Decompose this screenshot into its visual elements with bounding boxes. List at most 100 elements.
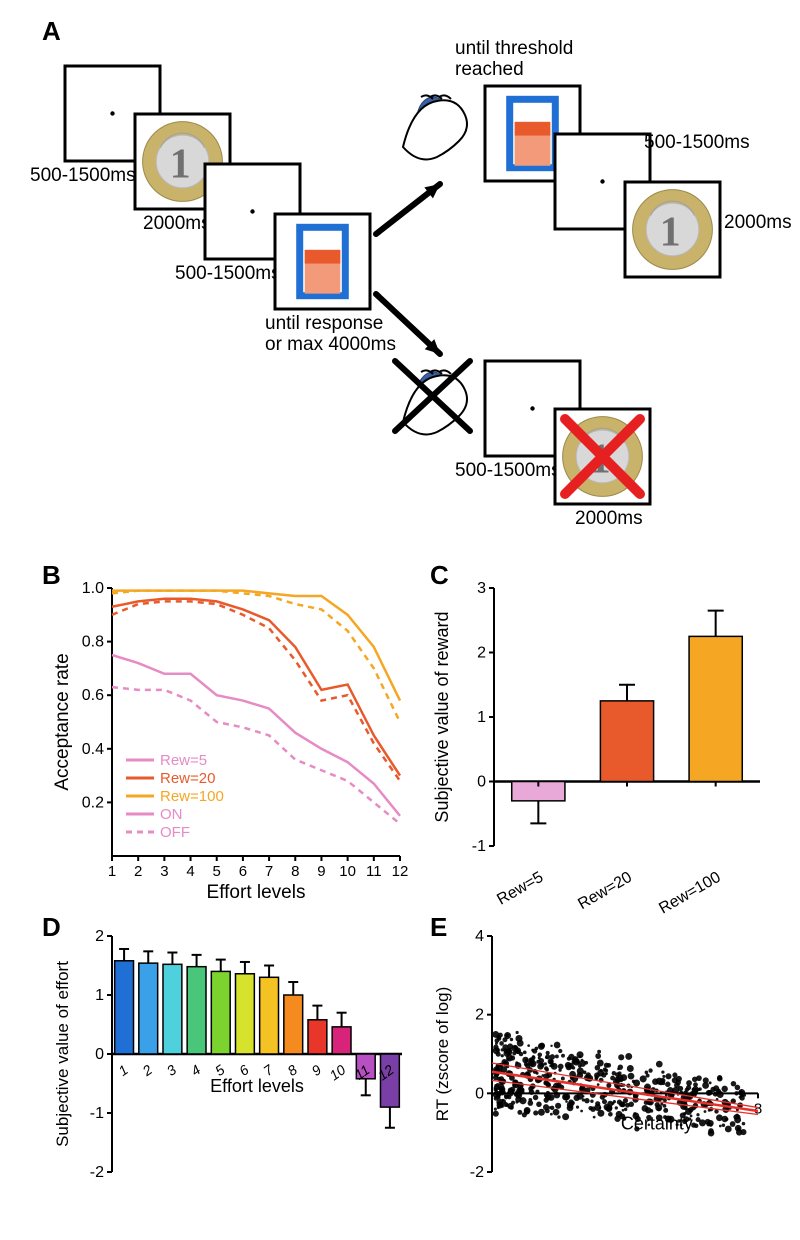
scatter-point <box>604 1068 608 1072</box>
hand-icon <box>403 100 467 159</box>
scatter-point <box>494 1088 498 1092</box>
bar <box>235 974 254 1054</box>
scatter-point <box>562 1113 569 1120</box>
scatter-point <box>661 1070 664 1073</box>
series-rew5_on <box>112 655 400 816</box>
scatter-point <box>501 1054 504 1057</box>
timing-fixation3-top: 500-1500ms <box>644 132 750 153</box>
scatter-point <box>554 1042 561 1049</box>
xtick-label: 3 <box>164 1061 180 1079</box>
scatter-point <box>652 1078 658 1084</box>
scatter-point <box>657 1107 661 1111</box>
scatter-point <box>533 1110 538 1115</box>
scatter-point <box>645 1071 649 1075</box>
scatter-point <box>553 1109 560 1116</box>
scatter-point <box>538 1056 541 1059</box>
scatter-point <box>516 1087 521 1092</box>
scatter-point <box>535 1090 539 1094</box>
scatter-point <box>625 1053 632 1060</box>
timing-decision: until responseor max 4000ms <box>265 313 396 355</box>
scatter-point <box>595 1053 601 1059</box>
timing-fixation3-bot: 500-1500ms <box>455 460 561 481</box>
scatter-point <box>525 1059 529 1063</box>
scatter-point <box>624 1108 627 1111</box>
scatter-point <box>546 1051 550 1055</box>
scatter-point <box>617 1100 622 1105</box>
scatter-point <box>699 1119 706 1126</box>
scatter-point <box>634 1126 639 1131</box>
scatter-point <box>496 1091 502 1097</box>
scatter-point <box>690 1091 695 1096</box>
scatter-point <box>692 1077 697 1082</box>
bar <box>284 995 303 1054</box>
scatter-point <box>705 1119 711 1125</box>
svg-text:-2: -2 <box>90 1164 104 1181</box>
scatter-point <box>646 1115 652 1121</box>
scatter-point <box>501 1105 504 1108</box>
scatter-point <box>593 1116 596 1119</box>
scatter-point <box>602 1099 607 1104</box>
y-label: Subjective value of reward <box>432 611 452 822</box>
scatter-point <box>519 1052 524 1057</box>
scatter-point <box>683 1112 686 1115</box>
svg-text:0: 0 <box>95 1046 104 1063</box>
scatter-point <box>680 1124 683 1127</box>
svg-text:0.4: 0.4 <box>82 741 104 758</box>
scatter-point <box>536 1060 540 1064</box>
legend-label: Rew=100 <box>160 788 224 805</box>
scatter-point <box>550 1045 552 1047</box>
panel-b: 0.20.40.60.81.0123456789101112Effort lev… <box>50 570 410 910</box>
svg-text:-2: -2 <box>470 1164 484 1181</box>
fixation-dot <box>530 406 534 410</box>
scatter-point <box>730 1121 736 1127</box>
scatter-point <box>515 1100 518 1103</box>
scatter-point <box>531 1056 535 1060</box>
scatter-point <box>665 1073 671 1079</box>
y-label: Subjective value of effort <box>53 961 72 1147</box>
svg-text:4: 4 <box>186 863 194 880</box>
scatter-point <box>606 1083 611 1088</box>
scatter-point <box>595 1075 599 1079</box>
fixation-dot <box>110 111 114 115</box>
scatter-point <box>499 1041 504 1046</box>
scatter-point <box>507 1058 510 1061</box>
xtick-label: 2 <box>139 1061 156 1079</box>
gauge-fill2 <box>515 122 551 136</box>
scatter-point <box>677 1119 681 1123</box>
svg-text:8: 8 <box>754 1100 762 1117</box>
scatter-point <box>597 1050 601 1054</box>
scatter-point <box>696 1113 699 1116</box>
scatter-point <box>663 1098 667 1102</box>
xtick-label: Rew=20 <box>575 869 635 913</box>
scatter-point <box>584 1098 589 1103</box>
scatter-point <box>557 1115 560 1118</box>
svg-text:3: 3 <box>477 580 486 597</box>
y-label: RT (zscore of log) <box>433 987 452 1121</box>
svg-text:0.6: 0.6 <box>82 687 104 704</box>
scatter-point <box>646 1074 650 1078</box>
scatter-point <box>655 1102 660 1107</box>
svg-text:3: 3 <box>160 863 168 880</box>
scatter-point <box>561 1054 565 1058</box>
scatter-point <box>597 1083 600 1086</box>
svg-text:2: 2 <box>95 928 104 945</box>
xtick-label: 4 <box>188 1061 204 1079</box>
scatter-point <box>725 1126 732 1133</box>
scatter-point <box>725 1118 728 1121</box>
scatter-point <box>517 1110 522 1115</box>
scatter-point <box>716 1114 723 1121</box>
bar <box>115 961 134 1054</box>
coin-value: 1 <box>170 141 191 187</box>
scatter-point <box>702 1082 709 1089</box>
timing-effort: until thresholdreached <box>455 38 573 80</box>
scatter-point <box>548 1058 554 1064</box>
scatter-point <box>528 1100 534 1106</box>
svg-text:0.2: 0.2 <box>82 794 104 811</box>
scatter-point <box>604 1104 611 1111</box>
scatter-point <box>704 1110 707 1113</box>
scatter-point <box>511 1101 515 1105</box>
scatter-point <box>709 1081 712 1084</box>
scatter-point <box>523 1051 527 1055</box>
scatter-point <box>678 1086 683 1091</box>
scatter-point <box>507 1095 511 1099</box>
